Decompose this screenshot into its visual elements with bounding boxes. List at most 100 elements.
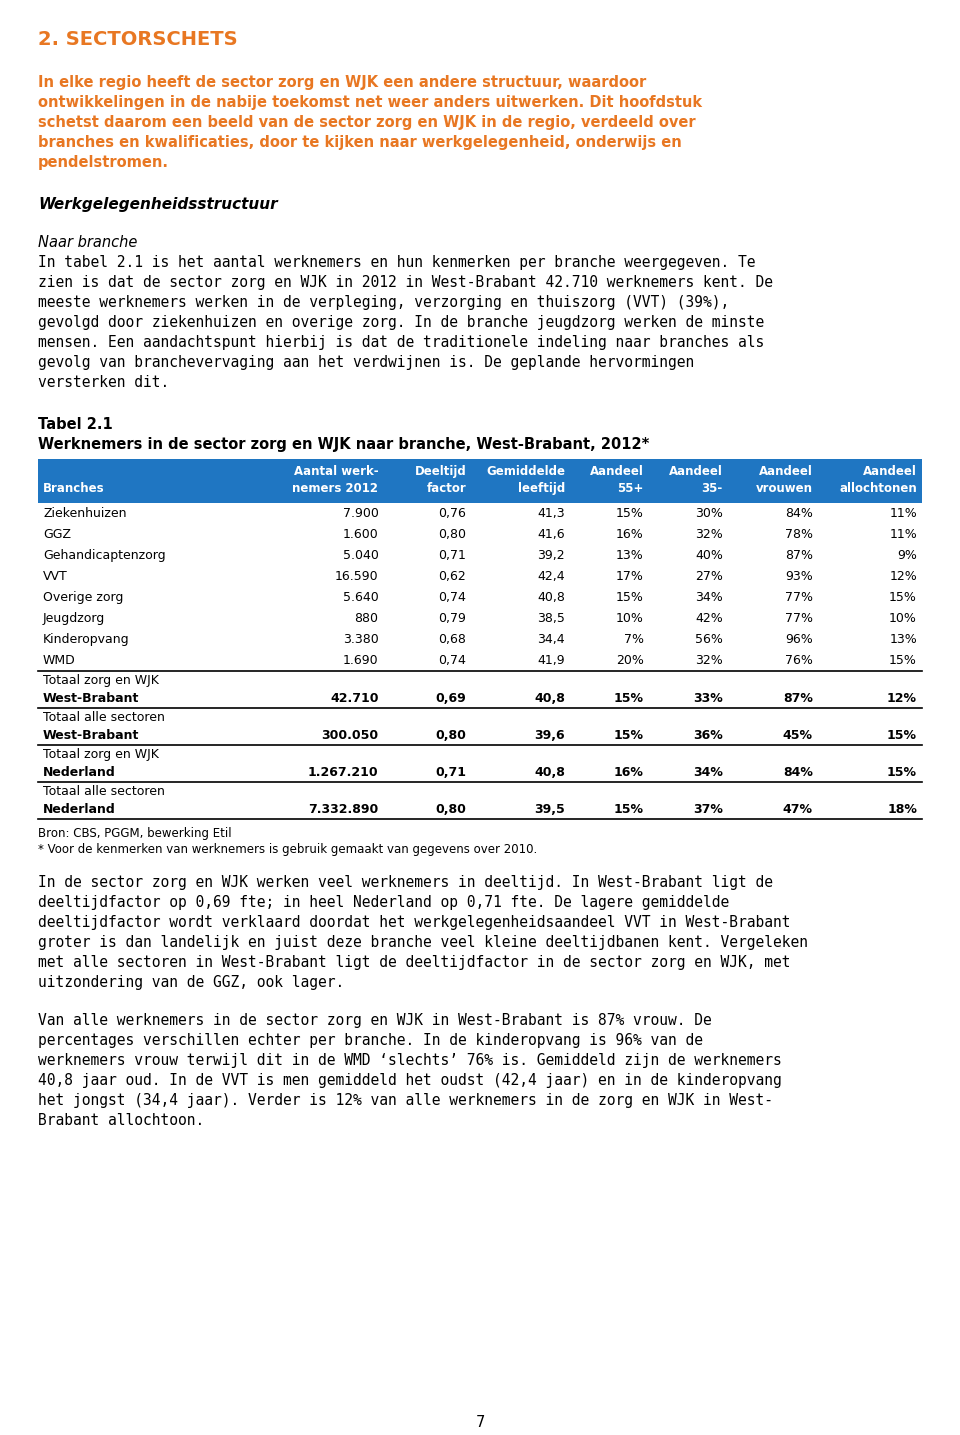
Text: 38,5: 38,5 bbox=[537, 611, 564, 626]
Text: Werknemers in de sector zorg en WJK naar branche, West-Brabant, 2012*: Werknemers in de sector zorg en WJK naar… bbox=[38, 438, 649, 452]
Text: 0,62: 0,62 bbox=[439, 570, 467, 583]
Text: 93%: 93% bbox=[785, 570, 813, 583]
Text: Aantal werk-: Aantal werk- bbox=[294, 465, 378, 478]
Text: 30%: 30% bbox=[695, 507, 723, 519]
Text: 45%: 45% bbox=[782, 729, 813, 742]
Text: 39,2: 39,2 bbox=[538, 550, 564, 563]
Text: Gehandicaptenzorg: Gehandicaptenzorg bbox=[43, 550, 166, 563]
Text: 10%: 10% bbox=[616, 611, 644, 626]
Text: 0,80: 0,80 bbox=[435, 729, 467, 742]
Text: 18%: 18% bbox=[887, 804, 917, 817]
Text: Totaal zorg en WJK: Totaal zorg en WJK bbox=[43, 674, 158, 687]
Text: 15%: 15% bbox=[887, 766, 917, 779]
Text: Totaal alle sectoren: Totaal alle sectoren bbox=[43, 710, 165, 725]
Text: 1.267.210: 1.267.210 bbox=[308, 766, 378, 779]
Text: Nederland: Nederland bbox=[43, 804, 116, 817]
Text: 42.710: 42.710 bbox=[330, 692, 378, 705]
Text: ontwikkelingen in de nabije toekomst net weer anders uitwerken. Dit hoofdstuk: ontwikkelingen in de nabije toekomst net… bbox=[38, 95, 702, 110]
Text: GGZ: GGZ bbox=[43, 528, 71, 541]
Text: 55+: 55+ bbox=[617, 482, 644, 495]
Text: VVT: VVT bbox=[43, 570, 68, 583]
Text: 34%: 34% bbox=[695, 591, 723, 604]
Text: 40,8: 40,8 bbox=[534, 692, 564, 705]
Text: gevolgd door ziekenhuizen en overige zorg. In de branche jeugdzorg werken de min: gevolgd door ziekenhuizen en overige zor… bbox=[38, 316, 764, 330]
Text: nemers 2012: nemers 2012 bbox=[293, 482, 378, 495]
Text: 2. SECTORSCHETS: 2. SECTORSCHETS bbox=[38, 30, 238, 49]
Text: 15%: 15% bbox=[887, 729, 917, 742]
Text: 40,8 jaar oud. In de VVT is men gemiddeld het oudst (42,4 jaar) en in de kindero: 40,8 jaar oud. In de VVT is men gemiddel… bbox=[38, 1073, 781, 1088]
Text: 0,80: 0,80 bbox=[435, 804, 467, 817]
Text: 41,9: 41,9 bbox=[538, 654, 564, 667]
Text: vrouwen: vrouwen bbox=[756, 482, 813, 495]
Text: factor: factor bbox=[426, 482, 467, 495]
Text: Aandeel: Aandeel bbox=[759, 465, 813, 478]
Text: 1.690: 1.690 bbox=[343, 654, 378, 667]
Text: 13%: 13% bbox=[889, 633, 917, 646]
Text: 42,4: 42,4 bbox=[538, 570, 564, 583]
Text: 0,71: 0,71 bbox=[439, 550, 467, 563]
Text: het jongst (34,4 jaar). Verder is 12% van alle werknemers in de zorg en WJK in W: het jongst (34,4 jaar). Verder is 12% va… bbox=[38, 1093, 773, 1108]
Text: mensen. Een aandachtspunt hierbij is dat de traditionele indeling naar branches : mensen. Een aandachtspunt hierbij is dat… bbox=[38, 334, 764, 350]
Text: 56%: 56% bbox=[695, 633, 723, 646]
Text: 32%: 32% bbox=[695, 528, 723, 541]
Text: 84%: 84% bbox=[783, 766, 813, 779]
Text: 87%: 87% bbox=[785, 550, 813, 563]
Text: Branches: Branches bbox=[43, 482, 105, 495]
Text: 47%: 47% bbox=[782, 804, 813, 817]
Text: 5.040: 5.040 bbox=[343, 550, 378, 563]
Text: 35-: 35- bbox=[702, 482, 723, 495]
Text: Totaal zorg en WJK: Totaal zorg en WJK bbox=[43, 748, 158, 761]
Text: 880: 880 bbox=[354, 611, 378, 626]
Text: 17%: 17% bbox=[616, 570, 644, 583]
Text: 20%: 20% bbox=[616, 654, 644, 667]
Text: 16.590: 16.590 bbox=[335, 570, 378, 583]
Text: 0,71: 0,71 bbox=[435, 766, 467, 779]
Text: met alle sectoren in West-Brabant ligt de deeltijdfactor in de sector zorg en WJ: met alle sectoren in West-Brabant ligt d… bbox=[38, 956, 790, 970]
Text: 0,74: 0,74 bbox=[439, 654, 467, 667]
Text: Gemiddelde: Gemiddelde bbox=[486, 465, 564, 478]
Text: 32%: 32% bbox=[695, 654, 723, 667]
Text: 7%: 7% bbox=[624, 633, 644, 646]
Text: 0,79: 0,79 bbox=[439, 611, 467, 626]
Text: Jeugdzorg: Jeugdzorg bbox=[43, 611, 106, 626]
Text: 27%: 27% bbox=[695, 570, 723, 583]
Text: 37%: 37% bbox=[693, 804, 723, 817]
Text: 34%: 34% bbox=[693, 766, 723, 779]
Text: 15%: 15% bbox=[889, 591, 917, 604]
Text: Bron: CBS, PGGM, bewerking Etil: Bron: CBS, PGGM, bewerking Etil bbox=[38, 827, 231, 839]
Text: werknemers vrouw terwijl dit in de WMD ‘slechts’ 76% is. Gemiddeld zijn de werkn: werknemers vrouw terwijl dit in de WMD ‘… bbox=[38, 1053, 781, 1068]
Text: 0,80: 0,80 bbox=[438, 528, 467, 541]
Text: Kinderopvang: Kinderopvang bbox=[43, 633, 130, 646]
Text: Brabant allochtoon.: Brabant allochtoon. bbox=[38, 1114, 204, 1128]
Text: 7.900: 7.900 bbox=[343, 507, 378, 519]
Text: 16%: 16% bbox=[616, 528, 644, 541]
Text: gevolg van branchevervaging aan het verdwijnen is. De geplande hervormingen: gevolg van branchevervaging aan het verd… bbox=[38, 354, 694, 370]
Text: 40,8: 40,8 bbox=[537, 591, 564, 604]
Text: In de sector zorg en WJK werken veel werknemers in deeltijd. In West-Brabant lig: In de sector zorg en WJK werken veel wer… bbox=[38, 875, 773, 890]
Text: deeltijdfactor wordt verklaard doordat het werkgelegenheidsaandeel VVT in West-B: deeltijdfactor wordt verklaard doordat h… bbox=[38, 916, 790, 930]
Text: West-Brabant: West-Brabant bbox=[43, 729, 139, 742]
Text: 15%: 15% bbox=[613, 729, 644, 742]
Text: 12%: 12% bbox=[887, 692, 917, 705]
Text: 300.050: 300.050 bbox=[322, 729, 378, 742]
Text: 3.380: 3.380 bbox=[343, 633, 378, 646]
Text: 15%: 15% bbox=[613, 692, 644, 705]
Text: 0,74: 0,74 bbox=[439, 591, 467, 604]
Text: 40%: 40% bbox=[695, 550, 723, 563]
Text: percentages verschillen echter per branche. In de kinderopvang is 96% van de: percentages verschillen echter per branc… bbox=[38, 1033, 703, 1048]
Text: 36%: 36% bbox=[693, 729, 723, 742]
Text: 13%: 13% bbox=[616, 550, 644, 563]
Text: deeltijdfactor op 0,69 fte; in heel Nederland op 0,71 fte. De lagere gemiddelde: deeltijdfactor op 0,69 fte; in heel Nede… bbox=[38, 895, 730, 910]
Text: Overige zorg: Overige zorg bbox=[43, 591, 124, 604]
Text: Nederland: Nederland bbox=[43, 766, 116, 779]
Text: In tabel 2.1 is het aantal werknemers en hun kenmerken per branche weergegeven. : In tabel 2.1 is het aantal werknemers en… bbox=[38, 255, 756, 270]
Text: 15%: 15% bbox=[889, 654, 917, 667]
Text: 11%: 11% bbox=[889, 528, 917, 541]
Text: 96%: 96% bbox=[785, 633, 813, 646]
Text: uitzondering van de GGZ, ook lager.: uitzondering van de GGZ, ook lager. bbox=[38, 974, 345, 990]
Text: 7.332.890: 7.332.890 bbox=[308, 804, 378, 817]
Text: 76%: 76% bbox=[785, 654, 813, 667]
Text: Aandeel: Aandeel bbox=[669, 465, 723, 478]
Text: 0,68: 0,68 bbox=[439, 633, 467, 646]
Text: 41,6: 41,6 bbox=[538, 528, 564, 541]
